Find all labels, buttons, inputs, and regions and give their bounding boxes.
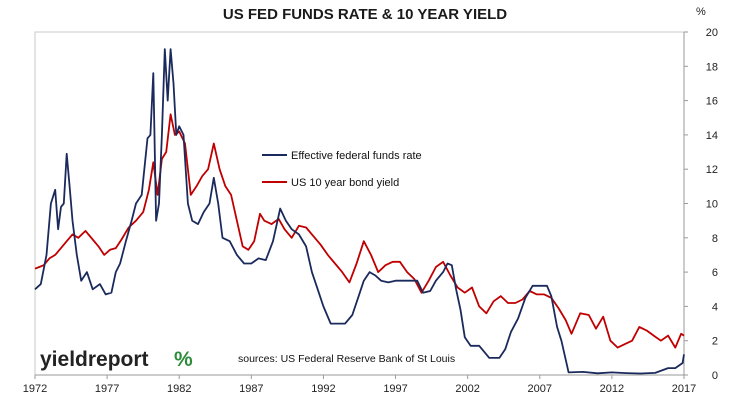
x-tick-label: 1977: [95, 383, 119, 395]
x-tick-label: 1982: [167, 383, 191, 395]
fed-funds-rate-line: [34, 48, 685, 375]
series-lines: [34, 48, 685, 375]
y-tick-label: 6: [712, 267, 718, 279]
brand-wordmark: yieldreport: [40, 348, 149, 371]
plot-area: [34, 31, 685, 376]
x-tick-label: 1997: [383, 383, 407, 395]
legend-label-fed-funds: Effective federal funds rate: [291, 150, 422, 162]
y-tick-label: 4: [712, 301, 718, 313]
y-tick-label: 20: [706, 27, 718, 39]
source-note: sources: US Federal Reserve Bank of St L…: [238, 353, 455, 365]
brand-logo: yieldreport %: [40, 348, 193, 371]
chart-title: US FED FUNDS RATE & 10 YEAR YIELD: [222, 6, 508, 23]
x-tick-label: 2012: [600, 383, 624, 395]
x-tick-label: 1987: [239, 383, 263, 395]
legend-label-10yr-yield: US 10 year bond yield: [291, 177, 399, 189]
x-axis-ticks: 1972 1977 1982 1987 1992 1997 2002 2007 2012 2017: [23, 375, 696, 395]
ten-year-yield-line: [34, 113, 685, 349]
x-tick-label: 2002: [455, 383, 479, 395]
y-tick-label: 8: [712, 233, 718, 245]
brand-percent-mark: %: [174, 348, 193, 371]
y-tick-label: 14: [706, 130, 718, 142]
y-tick-label: 0: [712, 370, 718, 382]
x-tick-label: 1972: [23, 383, 47, 395]
legend: Effective federal funds rate US 10 year …: [262, 150, 422, 189]
y-axis-unit-label: %: [696, 6, 706, 18]
x-tick-label: 2017: [672, 383, 696, 395]
x-tick-label: 1992: [311, 383, 335, 395]
y-tick-label: 10: [706, 199, 718, 211]
x-tick-label: 2007: [528, 383, 552, 395]
y-tick-label: 2: [712, 336, 718, 348]
y-tick-label: 18: [706, 61, 718, 73]
y-axis-ticks: 0 2 4 6 8 10 12 14 16 18 20: [684, 27, 718, 382]
y-tick-label: 16: [706, 96, 718, 108]
y-tick-label: 12: [706, 164, 718, 176]
